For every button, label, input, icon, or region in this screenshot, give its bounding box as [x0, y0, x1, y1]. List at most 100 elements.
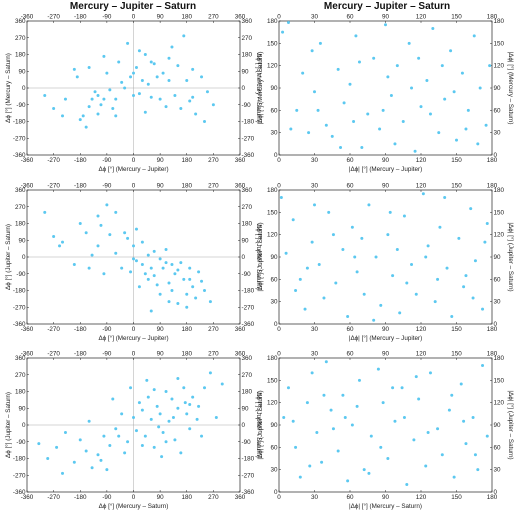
scatter-point [412, 438, 416, 442]
x-tick-label: 150 [451, 326, 462, 333]
x-tick-label: 120 [416, 157, 427, 164]
y-tick-label-right: -90 [242, 271, 252, 278]
scatter-point [134, 66, 138, 70]
y-tick-label: -180 [13, 456, 26, 463]
scatter-point [185, 305, 189, 309]
scatter-point [398, 311, 402, 315]
scatter-point [341, 393, 345, 397]
x-tick-label: 180 [487, 494, 498, 501]
scatter-panel-mercury-jupiter-vs-mercury-saturn: -360-360-270-270-180-180-90-900090901801… [4, 14, 263, 174]
scatter-point [476, 468, 480, 472]
x-tick-label-top: -90 [102, 183, 112, 190]
scatter-point [188, 427, 192, 431]
scatter-point [200, 279, 204, 283]
scatter-point [341, 248, 345, 252]
scatter-point [374, 255, 378, 259]
y-tick-label-right: 30 [494, 130, 502, 137]
scatter-point [355, 404, 359, 408]
x-tick-label-top: 150 [451, 14, 462, 21]
scatter-point [354, 34, 358, 38]
scatter-point [327, 210, 331, 214]
y-tick-label: 270 [15, 35, 26, 42]
y-tick-label-right: 30 [494, 299, 502, 306]
x-tick-label-top: 90 [157, 14, 165, 21]
scatter-point [140, 443, 144, 447]
scatter-point [342, 101, 346, 105]
scatter-point [294, 289, 298, 292]
x-tick-label: 60 [346, 494, 354, 501]
x-tick-label-top: -270 [47, 14, 60, 21]
scatter-point [182, 386, 186, 390]
scatter-point [284, 251, 288, 255]
y-tick-label-right: 150 [494, 40, 505, 47]
scatter-point [331, 233, 335, 237]
x-tick-label-top: -270 [47, 183, 60, 190]
x-tick-label-top: 120 [416, 351, 427, 358]
x-tick-label: 120 [416, 494, 427, 501]
scatter-point [132, 257, 135, 261]
y-axis-label-right: |Δϕ| [°] (Jupiter – Saturn) [507, 222, 515, 291]
y-axis-label: |Δϕ| [°] (Jupiter – Saturn) [256, 222, 264, 291]
scatter-point [203, 120, 206, 123]
scatter-point [200, 75, 204, 79]
y-axis-label-right: Δϕ [°] (Jupiter – Saturn) [255, 392, 263, 458]
scatter-point [471, 416, 475, 420]
scatter-point [170, 289, 174, 292]
scatter-point [426, 244, 430, 248]
scatter-point [134, 259, 138, 263]
scatter-point [431, 26, 435, 30]
scatter-point [303, 307, 307, 311]
scatter-point [379, 445, 383, 449]
scatter-point [179, 451, 183, 455]
scatter-point [171, 416, 175, 420]
scatter-point [72, 460, 76, 464]
scatter-point [185, 79, 189, 83]
x-tick-label-top: -360 [21, 351, 34, 358]
scatter-point [307, 131, 311, 135]
scatter-point [149, 95, 153, 99]
scatter-point [402, 416, 406, 420]
y-tick-label-right: -360 [242, 489, 255, 496]
scatter-point [366, 112, 370, 116]
scatter-point [428, 371, 432, 375]
scatter-point [381, 108, 385, 112]
scatter-point [301, 71, 305, 75]
y-tick-label: 150 [267, 40, 278, 47]
scatter-point [464, 127, 468, 131]
scatter-point [164, 248, 168, 252]
scatter-point [129, 270, 133, 274]
scatter-point [410, 262, 414, 266]
x-tick-label-top: 30 [311, 14, 319, 21]
x-tick-label: 180 [181, 326, 192, 333]
scatter-point [428, 112, 432, 116]
scatter-point [357, 60, 361, 64]
y-tick-label: 120 [267, 400, 278, 407]
scatter-point [346, 315, 350, 319]
scatter-point [298, 277, 302, 281]
scatter-point [129, 75, 133, 79]
scatter-point [289, 127, 293, 131]
scatter-point [114, 251, 118, 255]
plot-frame [278, 189, 493, 325]
scatter-point [414, 292, 418, 296]
y-tick-label: 0 [274, 489, 278, 496]
scatter-point [143, 434, 147, 438]
scatter-point [459, 382, 463, 386]
scatter-point [197, 270, 201, 274]
scatter-point [466, 108, 470, 112]
scatter-point [149, 309, 153, 313]
scatter-point [149, 266, 153, 270]
y-tick-label-right: 0 [242, 422, 246, 429]
y-tick-label-right: 60 [494, 276, 502, 283]
scatter-point [37, 442, 41, 446]
scatter-point [111, 397, 115, 401]
x-tick-label: 120 [416, 326, 427, 333]
y-tick-label: -90 [16, 102, 26, 109]
x-tick-label: 90 [382, 326, 390, 333]
y-tick-label: 90 [270, 422, 278, 429]
scatter-point [93, 90, 97, 94]
x-tick-label: -270 [47, 157, 60, 164]
y-tick-label-right: -360 [242, 152, 255, 159]
scatter-point [322, 393, 326, 397]
scatter-point [132, 71, 135, 75]
